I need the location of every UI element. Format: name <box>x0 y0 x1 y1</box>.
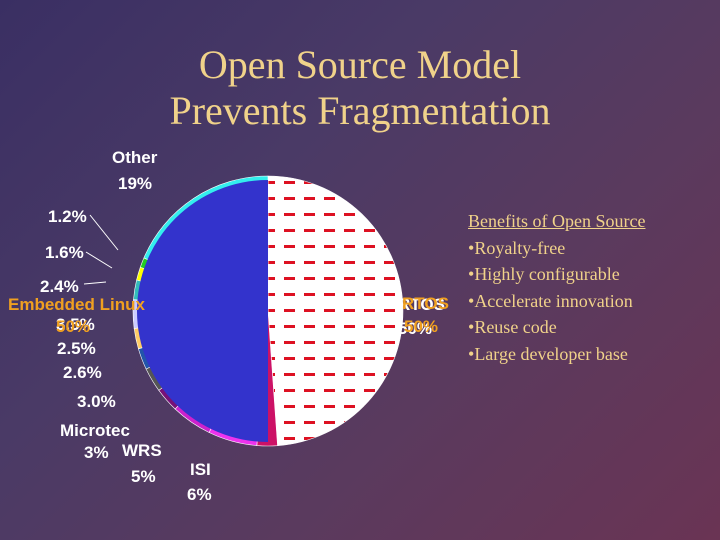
benefits-heading: Benefits of Open Source <box>468 211 646 231</box>
label-2-6: 2.6% <box>63 363 102 382</box>
leader-line-0 <box>89 214 119 251</box>
overlay-rtos-value: 50% <box>404 317 438 336</box>
overlay-embedded-linux-half <box>137 180 268 442</box>
label-1-2: 1.2% <box>48 207 87 226</box>
bullet-glyph <box>468 264 474 284</box>
label-3-5: 3.5% <box>56 315 95 334</box>
benefit-text: Royalty-free <box>474 237 566 258</box>
label-microtec-value: 3% <box>84 443 109 462</box>
bullet-glyph <box>468 238 474 258</box>
leader-lines <box>83 214 119 285</box>
label-wrs-name: WRS <box>122 441 162 460</box>
pie-slices <box>132 175 404 447</box>
benefit-text: Reuse code <box>474 317 557 337</box>
benefits-list: Benefits of Open Source Royalty-free Hig… <box>468 208 718 367</box>
bullet-glyph <box>468 317 474 337</box>
benefit-text: Large developer base <box>474 343 628 364</box>
label-wrs-value: 5% <box>131 467 156 486</box>
bullet-glyph <box>468 344 474 364</box>
pie-slice-0 <box>267 175 404 446</box>
benefit-item: Reuse code <box>468 314 718 341</box>
label-microtec-name: Microtec <box>60 421 130 440</box>
overlay-embedded-linux-name: Embedded Linux <box>8 295 146 314</box>
overlay-rtos-name: RTOS <box>402 294 449 313</box>
benefit-text: Highly configurable <box>474 264 620 284</box>
label-isi-name: ISI <box>190 460 211 479</box>
label-other-value: 19% <box>118 174 152 193</box>
benefit-item: Large developer base <box>468 341 718 368</box>
label-1-6: 1.6% <box>45 243 84 262</box>
title-line-1: Open Source Model <box>198 42 522 87</box>
overlay-embedded-linux-value: 50% <box>56 317 90 336</box>
title-line-2: Prevents Fragmentation <box>169 88 551 133</box>
label-rtos-name-base: RTOS <box>398 295 445 314</box>
benefit-item: Highly configurable <box>468 261 718 288</box>
leader-line-2 <box>83 281 107 285</box>
benefit-item: Accelerate innovation <box>468 288 718 315</box>
bullet-glyph <box>468 291 474 311</box>
slice-labels: Other 19% 1.2% 1.6% 2.4% 3.5% 2.5% 2.6% … <box>8 148 449 504</box>
label-rtos-value-base: 50% <box>398 319 432 338</box>
page-title: Open Source Model Prevents Fragmentation <box>0 42 720 134</box>
benefit-text: Accelerate innovation <box>474 290 633 311</box>
label-other-name: Other <box>112 148 158 167</box>
label-2-5: 2.5% <box>57 339 96 358</box>
leader-line-1 <box>85 251 113 269</box>
label-2-4: 2.4% <box>40 277 79 296</box>
benefit-item: Royalty-free <box>468 235 718 262</box>
label-isi-value: 6% <box>187 485 212 504</box>
label-3-0: 3.0% <box>77 392 116 411</box>
